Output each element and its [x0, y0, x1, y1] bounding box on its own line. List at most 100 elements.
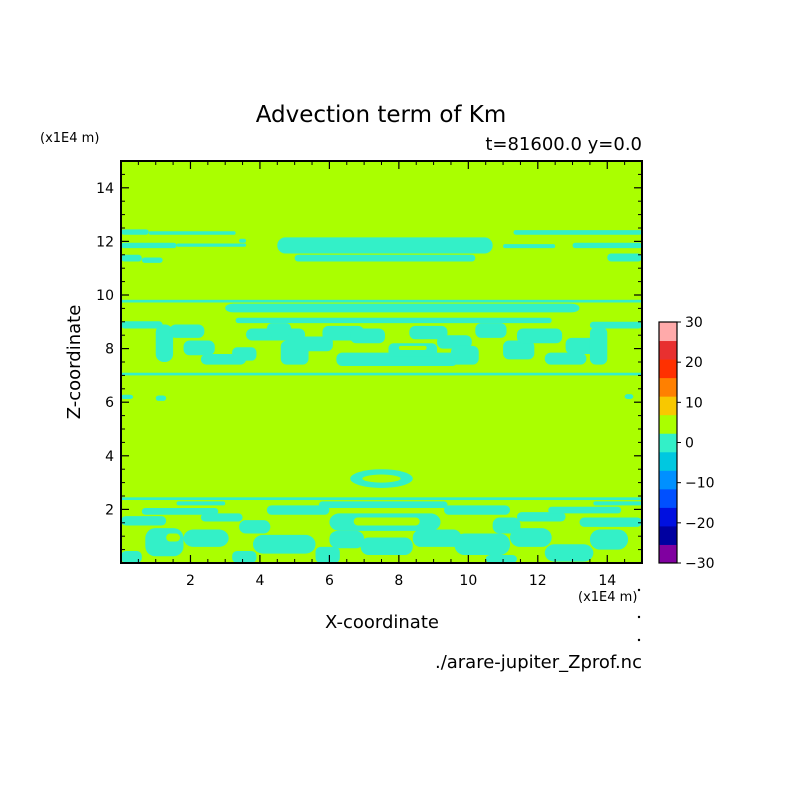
negative-region: [589, 321, 642, 329]
negative-region: [239, 520, 271, 534]
negative-region: [294, 254, 476, 262]
y-unit-label: (x1E4 m): [40, 131, 99, 146]
negative-region: [121, 229, 149, 235]
colorbar-band: [659, 359, 677, 379]
y-tick-label: 4: [105, 449, 114, 465]
x-tick-label: 8: [394, 573, 403, 589]
positive-hole: [166, 533, 181, 542]
negative-region: [450, 345, 479, 365]
chart-title: Advection term of Km: [256, 102, 507, 128]
positive-hole: [362, 474, 401, 483]
negative-region: [121, 394, 134, 399]
plot-area: [121, 161, 642, 563]
y-axis-label: Z-coordinate: [64, 305, 85, 420]
y-tick-label: 8: [105, 342, 114, 358]
negative-region: [329, 530, 365, 549]
negative-region: [318, 501, 448, 509]
source-file-label: ./arare-jupiter_Zprof.nc: [435, 652, 642, 673]
negative-region: [503, 340, 535, 360]
negative-region: [593, 501, 642, 506]
y-axis-tick-labels: 2 4 6 8 10 12 14: [96, 181, 114, 519]
negative-region: [516, 328, 563, 344]
negative-region: [266, 505, 330, 515]
negative-region: [155, 324, 174, 362]
colorbar-band: [659, 525, 677, 545]
x-axis-label: X-coordinate: [325, 612, 439, 633]
negative-region: [360, 537, 413, 555]
negative-region: [141, 508, 219, 515]
negative-region: [239, 238, 247, 243]
negative-region: [176, 501, 226, 506]
colorbar-label: 20: [685, 355, 703, 371]
negative-region: [624, 394, 634, 399]
negative-region: [444, 505, 511, 515]
negative-region: [183, 340, 215, 356]
negative-region: [503, 244, 556, 249]
negative-region: [121, 242, 177, 249]
negative-region: [510, 528, 552, 547]
colorbar-band: [659, 470, 677, 490]
x-tick-label: 6: [325, 573, 334, 589]
negative-region: [513, 230, 642, 235]
colorbar-label: −30: [685, 556, 715, 572]
negative-region: [121, 550, 142, 563]
negative-region: [437, 335, 472, 349]
x-tick-label: 4: [255, 573, 264, 589]
marker-dot: [637, 588, 641, 592]
colorbar-band: [659, 433, 677, 453]
negative-region: [492, 517, 521, 534]
negative-region: [579, 517, 642, 527]
negative-region: [235, 317, 552, 324]
negative-region: [572, 242, 642, 249]
x-axis-ticks: [137, 161, 626, 563]
positive-holes: [166, 345, 500, 542]
negative-region: [169, 324, 205, 338]
negative-region: [607, 253, 642, 262]
negative-region: [266, 323, 292, 337]
positive-hole: [315, 355, 333, 361]
negative-region: [485, 554, 517, 563]
colorbar-band: [659, 396, 677, 416]
marker-dot: [637, 615, 641, 619]
negative-region: [516, 512, 566, 522]
negative-region: [121, 516, 167, 526]
y-tick-label: 6: [105, 395, 114, 411]
colorbar-band: [659, 414, 677, 434]
negative-region: [145, 528, 184, 557]
y-tick-label: 14: [96, 181, 114, 197]
negative-region: [412, 529, 462, 547]
colorbar: [659, 322, 677, 564]
positive-hole: [482, 355, 500, 361]
negative-region: [232, 347, 257, 361]
x-unit-label: (x1E4 m): [578, 590, 637, 605]
colorbar-band: [659, 377, 677, 397]
colorbar-band: [659, 544, 677, 564]
negative-region: [121, 299, 642, 303]
negative-region: [121, 321, 163, 329]
negative-region: [409, 325, 448, 340]
negative-region: [548, 506, 622, 514]
colorbar-label: 30: [685, 315, 703, 331]
negative-region: [277, 237, 493, 254]
negative-region: [148, 231, 236, 235]
colorbar-label: −10: [685, 476, 715, 492]
negative-region: [183, 529, 229, 547]
x-tick-label: 10: [459, 573, 477, 589]
colorbar-label: −20: [685, 516, 715, 532]
colorbar-band: [659, 488, 677, 508]
colorbar-band: [659, 340, 677, 360]
negative-region: [141, 257, 163, 263]
x-tick-label: 12: [529, 573, 547, 589]
negative-region: [544, 352, 587, 365]
y-tick-label: 12: [96, 234, 114, 250]
negative-region: [454, 533, 511, 555]
negative-region: [315, 546, 340, 563]
negative-region: [121, 497, 642, 501]
positive-hole: [398, 345, 427, 350]
negative-region: [294, 336, 333, 352]
negative-region: [225, 303, 580, 313]
negative-region: [475, 323, 507, 338]
colorbar-label: 0: [685, 436, 694, 452]
colorbar-label: 10: [685, 395, 703, 411]
